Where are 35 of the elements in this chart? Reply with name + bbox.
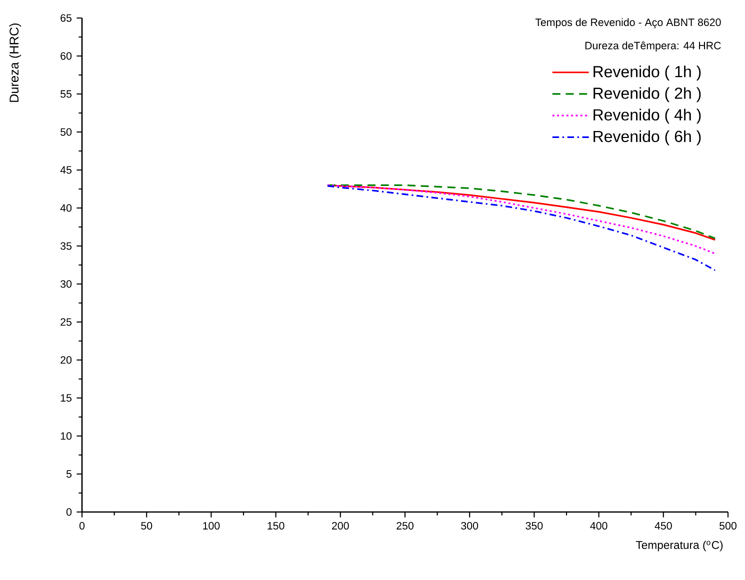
y-tick-label: 5 [66, 470, 72, 478]
legend-label: Revenido ( 1h ) [594, 66, 701, 80]
legend-label: Revenido ( 6h ) [594, 130, 701, 146]
x-tick-label: 0 [79, 522, 85, 530]
x-tick-label: 500 [720, 522, 736, 530]
y-tick-label: 15 [60, 394, 72, 402]
y-tick-label: 45 [60, 166, 72, 174]
x-tick-label: 150 [268, 522, 284, 530]
line-series [326, 185, 716, 272]
y-tick-label: 50 [60, 128, 72, 136]
y-tick-label: 10 [60, 432, 72, 440]
x-tick-label: 250 [396, 522, 414, 530]
y-tick-label: 40 [60, 204, 72, 212]
y-tick-label: 0 [66, 508, 72, 516]
y-tick-label: 60 [60, 52, 72, 60]
y-tick-label: 35 [60, 242, 72, 250]
annotation: Dureza deTêmpera: 44 HRC [585, 41, 721, 52]
x-tick-label: 400 [590, 522, 608, 530]
y-tick-label: 30 [60, 280, 72, 288]
line-series [326, 184, 716, 254]
x-tick-label: 450 [654, 522, 672, 530]
annotation: Tempos de Revenido - Aço ABNT 8620 [535, 18, 721, 28]
y-tick-label: 65 [60, 14, 72, 22]
legend-label: Revenido ( 4h ) [594, 108, 701, 124]
y-tick-label: 20 [60, 356, 72, 364]
y-tick-label: 55 [60, 90, 72, 98]
x-tick-label: 350 [526, 522, 543, 530]
x-tick-label: 100 [203, 522, 220, 530]
x-tick-label: 200 [332, 522, 349, 530]
x-tick-label: 50 [141, 522, 152, 530]
y-tick-label: 25 [60, 318, 72, 326]
x-axis-title: Temperatura ($^{o}$C) [636, 540, 723, 552]
y-axis-title: Dureza (HRC) [9, 24, 22, 102]
x-tick-label: 300 [461, 522, 478, 530]
legend-label: Revenido ( 2h ) [594, 87, 701, 102]
